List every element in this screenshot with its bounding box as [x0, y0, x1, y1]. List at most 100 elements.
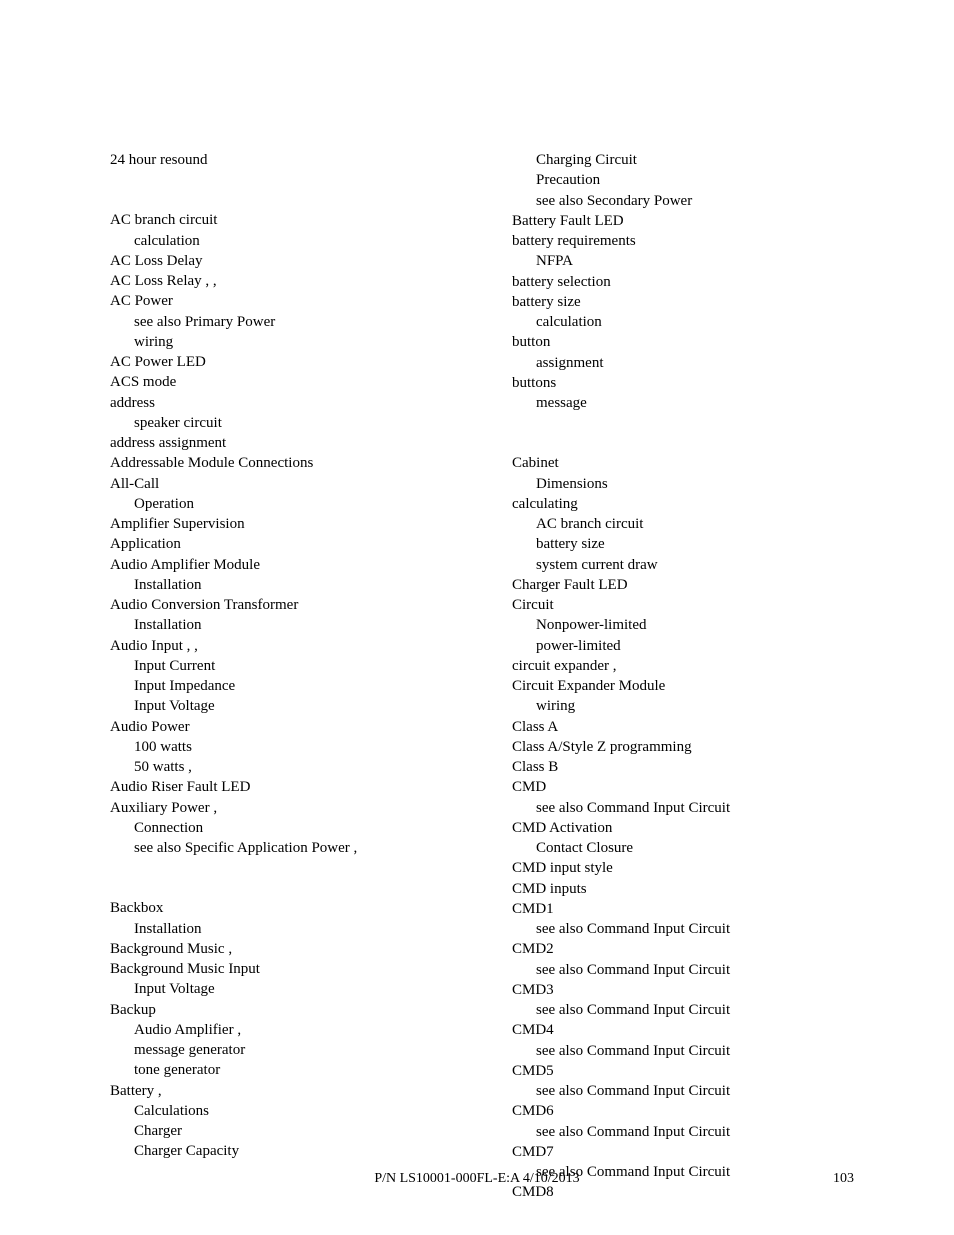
index-subentry: 50 watts , — [110, 757, 472, 777]
index-subentry: Input Voltage — [110, 696, 472, 716]
index-subentry: see also Command Input Circuit — [512, 919, 874, 939]
section-gap — [110, 858, 472, 898]
index-entry: CMD Activation — [512, 818, 874, 838]
index-entry: Cabinet — [512, 453, 874, 473]
index-subentry: speaker circuit — [110, 413, 472, 433]
index-subentry: Connection — [110, 818, 472, 838]
index-entry: Background Music Input — [110, 959, 472, 979]
index-entry: CMD inputs — [512, 879, 874, 899]
index-subentry: tone generator — [110, 1060, 472, 1080]
index-entry: AC Power — [110, 291, 472, 311]
index-subentry: Installation — [110, 575, 472, 595]
section-gap — [110, 170, 472, 210]
index-entry: Addressable Module Connections — [110, 453, 472, 473]
index-subentry: Operation — [110, 494, 472, 514]
index-entry: Audio Power — [110, 717, 472, 737]
index-subentry: battery size — [512, 534, 874, 554]
index-subentry: assignment — [512, 353, 874, 373]
index-entry: CMD7 — [512, 1142, 874, 1162]
index-entry: CMD6 — [512, 1101, 874, 1121]
index-subentry: Installation — [110, 615, 472, 635]
index-right-column: Charging CircuitPrecautionsee also Secon… — [512, 150, 874, 1203]
index-subentry: see also Command Input Circuit — [512, 1122, 874, 1142]
index-entry: battery size — [512, 292, 874, 312]
index-entry: Class B — [512, 757, 874, 777]
section-gap — [512, 413, 874, 453]
index-entry: Circuit Expander Module — [512, 676, 874, 696]
index-subentry: Dimensions — [512, 474, 874, 494]
index-subentry: AC branch circuit — [512, 514, 874, 534]
index-entry: CMD2 — [512, 939, 874, 959]
index-entry: 24 hour resound — [110, 150, 472, 170]
index-entry: CMD1 — [512, 899, 874, 919]
index-subentry: Charger — [110, 1121, 472, 1141]
index-entry: address — [110, 393, 472, 413]
index-subentry: power-limited — [512, 636, 874, 656]
index-entry: Amplifier Supervision — [110, 514, 472, 534]
index-entry: Application — [110, 534, 472, 554]
index-subentry: Input Current — [110, 656, 472, 676]
index-subentry: see also Specific Application Power , — [110, 838, 472, 858]
index-entry: CMD5 — [512, 1061, 874, 1081]
index-subentry: message generator — [110, 1040, 472, 1060]
index-entry: Class A/Style Z programming — [512, 737, 874, 757]
index-entry: CMD — [512, 777, 874, 797]
index-subentry: see also Primary Power — [110, 312, 472, 332]
index-entry: Battery Fault LED — [512, 211, 874, 231]
index-entry: Background Music , — [110, 939, 472, 959]
index-entry: Audio Riser Fault LED — [110, 777, 472, 797]
index-subentry: Installation — [110, 919, 472, 939]
index-subentry: Audio Amplifier , — [110, 1020, 472, 1040]
index-subentry: Charger Capacity — [110, 1141, 472, 1161]
index-entry: Auxiliary Power , — [110, 798, 472, 818]
index-subentry: Contact Closure — [512, 838, 874, 858]
index-subentry: Nonpower-limited — [512, 615, 874, 635]
index-subentry: calculation — [512, 312, 874, 332]
index-entry: AC Loss Relay , , — [110, 271, 472, 291]
index-entry: AC Power LED — [110, 352, 472, 372]
index-entry: battery requirements — [512, 231, 874, 251]
index-entry: CMD input style — [512, 858, 874, 878]
index-entry: All-Call — [110, 474, 472, 494]
index-entry: AC Loss Delay — [110, 251, 472, 271]
index-subentry: NFPA — [512, 251, 874, 271]
index-subentry: see also Command Input Circuit — [512, 1000, 874, 1020]
index-subentry: see also Secondary Power — [512, 191, 874, 211]
index-subentry: calculation — [110, 231, 472, 251]
index-entry: AC branch circuit — [110, 210, 472, 230]
index-entry: Backbox — [110, 898, 472, 918]
index-subentry: see also Command Input Circuit — [512, 1041, 874, 1061]
footer-part-number: P/N LS10001-000FL-E:A 4/10/2013 — [217, 1171, 737, 1187]
index-entry: Circuit — [512, 595, 874, 615]
index-entry: button — [512, 332, 874, 352]
index-left-column: 24 hour resound AC branch circuitcalculat… — [110, 150, 472, 1203]
index-subentry: 100 watts — [110, 737, 472, 757]
page-footer: P/N LS10001-000FL-E:A 4/10/2013 103 — [0, 1171, 954, 1187]
index-entry: circuit expander , — [512, 656, 874, 676]
index-subentry: see also Command Input Circuit — [512, 798, 874, 818]
index-entry: CMD4 — [512, 1020, 874, 1040]
index-entry: Battery , — [110, 1081, 472, 1101]
index-subentry: see also Command Input Circuit — [512, 1081, 874, 1101]
index-subentry: wiring — [110, 332, 472, 352]
index-subentry: Charging Circuit — [512, 150, 874, 170]
index-subentry: Calculations — [110, 1101, 472, 1121]
footer-page-number: 103 — [833, 1171, 854, 1187]
index-subentry: Input Voltage — [110, 979, 472, 999]
index-entry: address assignment — [110, 433, 472, 453]
index-page: 24 hour resoundAC branch circuitcalculat… — [0, 0, 954, 1203]
index-entry: ACS mode — [110, 372, 472, 392]
index-entry: Audio Input , , — [110, 636, 472, 656]
index-subentry: Input Impedance — [110, 676, 472, 696]
index-subentry: Precaution — [512, 170, 874, 190]
index-entry: buttons — [512, 373, 874, 393]
index-subentry: wiring — [512, 696, 874, 716]
index-subentry: see also Command Input Circuit — [512, 960, 874, 980]
index-entry: calculating — [512, 494, 874, 514]
index-subentry: system current draw — [512, 555, 874, 575]
index-entry: CMD3 — [512, 980, 874, 1000]
index-entry: Class A — [512, 717, 874, 737]
index-entry: Charger Fault LED — [512, 575, 874, 595]
index-entry: Audio Conversion Transformer — [110, 595, 472, 615]
index-entry: Backup — [110, 1000, 472, 1020]
